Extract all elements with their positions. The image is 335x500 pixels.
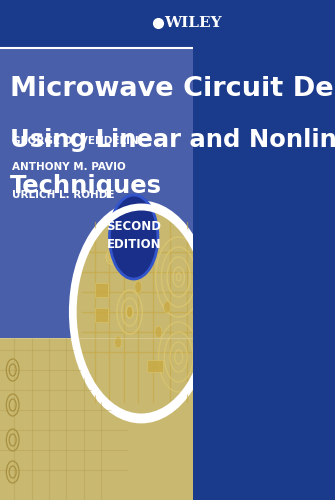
Text: EDITION: EDITION <box>107 238 161 252</box>
Bar <box>95 308 108 322</box>
Bar <box>147 360 163 372</box>
Bar <box>0 0 193 48</box>
Text: Using Linear and Nonlinear: Using Linear and Nonlinear <box>10 128 335 152</box>
Text: WILEY: WILEY <box>164 16 222 30</box>
Bar <box>95 283 108 297</box>
Text: SECOND: SECOND <box>106 220 161 234</box>
Text: Techniques: Techniques <box>10 174 162 198</box>
Circle shape <box>135 281 142 293</box>
Ellipse shape <box>70 202 212 422</box>
Text: URLICH L. ROHDE: URLICH L. ROHDE <box>11 190 114 200</box>
Text: Microwave Circuit Design: Microwave Circuit Design <box>10 76 335 102</box>
Circle shape <box>110 195 158 279</box>
Circle shape <box>155 326 162 338</box>
Text: GEORGE D. VENDELIN: GEORGE D. VENDELIN <box>11 136 138 145</box>
Circle shape <box>126 306 133 318</box>
Bar <box>0 48 193 338</box>
Text: ANTHONY M. PAVIO: ANTHONY M. PAVIO <box>11 162 125 172</box>
Circle shape <box>115 336 122 348</box>
Ellipse shape <box>73 207 209 417</box>
Circle shape <box>164 301 171 313</box>
Bar <box>0 338 193 500</box>
